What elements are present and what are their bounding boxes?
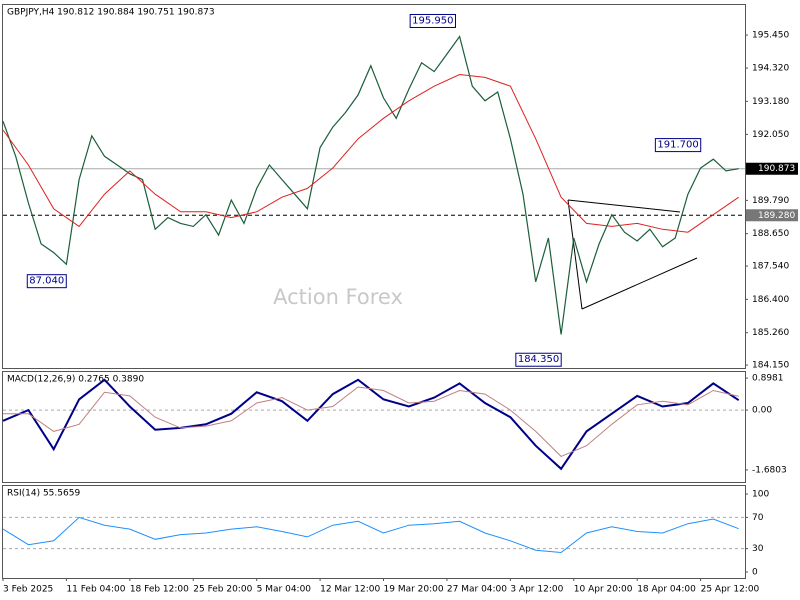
series-line bbox=[2, 378, 740, 471]
y-tick-label: 188.650 bbox=[752, 229, 789, 239]
series-line bbox=[2, 35, 739, 335]
y-tick-label: 184.150 bbox=[752, 361, 789, 371]
triangle-lower-line bbox=[581, 257, 698, 310]
series-line bbox=[3, 386, 739, 457]
y-tick-label: 194.320 bbox=[752, 64, 789, 74]
series-line bbox=[2, 516, 739, 554]
x-tick-label: 10 Apr 20:00 bbox=[574, 585, 633, 595]
triangle-side-line bbox=[567, 199, 583, 310]
y-tick-label: 186.400 bbox=[752, 295, 789, 305]
x-tick-label: 27 Mar 04:00 bbox=[447, 585, 507, 595]
price-label: 189.280 bbox=[758, 211, 795, 221]
panel-title: RSI(14) 55.5659 bbox=[7, 489, 80, 499]
y-tick-label: 189.790 bbox=[752, 196, 789, 206]
x-tick-label: 18 Feb 12:00 bbox=[130, 585, 189, 595]
annotation-label: 191.700 bbox=[657, 140, 698, 151]
x-tick-label: 3 Feb 2025 bbox=[3, 585, 53, 595]
x-tick-label: 3 Apr 12:00 bbox=[510, 585, 563, 595]
price-label-box bbox=[746, 162, 798, 175]
x-tick-label: 12 Mar 12:00 bbox=[320, 585, 380, 595]
x-tick-label: 5 Mar 04:00 bbox=[257, 585, 312, 595]
x-tick-label: 25 Apr 12:00 bbox=[701, 585, 760, 595]
annotation-label: 87.040 bbox=[29, 276, 64, 287]
y-tick-label: 0 bbox=[752, 567, 758, 577]
series-line bbox=[2, 73, 739, 233]
y-tick-label: 70 bbox=[752, 513, 764, 523]
annotation-label: 184.350 bbox=[518, 354, 559, 365]
annotation-box bbox=[654, 138, 702, 153]
x-tick-label: 25 Feb 20:00 bbox=[193, 585, 252, 595]
annotation-box bbox=[515, 352, 562, 367]
annotation-box bbox=[409, 13, 457, 28]
price-panel-frame bbox=[2, 4, 746, 369]
watermark: Action Forex bbox=[273, 285, 403, 309]
price-label-box bbox=[746, 209, 798, 222]
x-tick-label: 18 Apr 04:00 bbox=[637, 585, 696, 595]
triangle-upper-line bbox=[567, 199, 681, 213]
annotation-label: 195.950 bbox=[412, 15, 453, 26]
y-tick-label: 0.8981 bbox=[752, 374, 784, 384]
x-tick-label: 19 Mar 20:00 bbox=[384, 585, 444, 595]
y-tick-label: -1.6803 bbox=[752, 465, 787, 475]
panel-title: GBPJPY,H4 190.812 190.884 190.751 190.87… bbox=[7, 8, 215, 18]
y-tick-label: 195.450 bbox=[752, 31, 789, 41]
y-tick-label: 30 bbox=[752, 544, 764, 554]
y-tick-label: 192.050 bbox=[752, 130, 789, 140]
x-tick-label: 11 Feb 04:00 bbox=[66, 585, 125, 595]
y-tick-label: 185.260 bbox=[752, 328, 789, 338]
macd-panel-frame bbox=[2, 371, 746, 483]
panel-title: MACD(12,26,9) 0.2765 0.3890 bbox=[7, 375, 144, 385]
annotation-box bbox=[26, 274, 67, 289]
y-tick-label: 187.540 bbox=[752, 262, 789, 272]
y-tick-label: 193.180 bbox=[752, 97, 789, 107]
rsi-panel-frame bbox=[2, 485, 746, 579]
y-tick-label: 0.00 bbox=[752, 406, 772, 416]
y-tick-label: 100 bbox=[752, 490, 769, 500]
price-label: 190.873 bbox=[758, 164, 795, 174]
